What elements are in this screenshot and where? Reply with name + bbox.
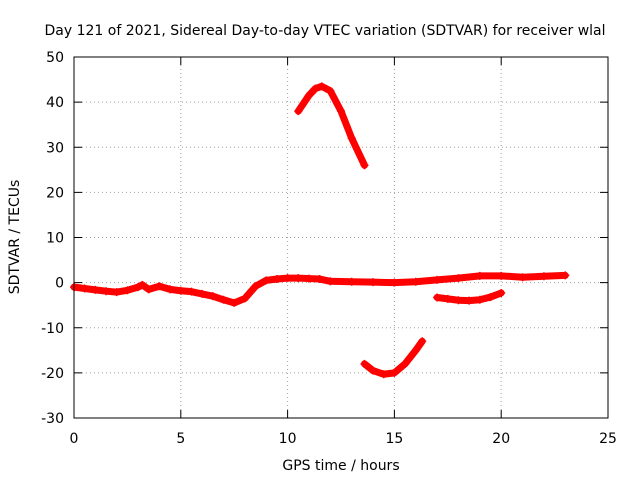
- data-point: [401, 359, 410, 368]
- data-point: [539, 272, 548, 281]
- data-point: [230, 298, 239, 307]
- y-tick-label: 50: [46, 50, 64, 66]
- x-axis-label: GPS time / hours: [282, 458, 399, 474]
- data-point: [518, 273, 527, 282]
- y-tick-label: 40: [46, 95, 64, 111]
- data-point: [144, 285, 153, 294]
- data-point: [187, 287, 196, 296]
- data-point: [369, 366, 378, 375]
- data-point: [418, 337, 427, 346]
- data-point: [433, 275, 442, 284]
- data-point: [123, 286, 132, 295]
- series-main-band: [70, 271, 570, 307]
- y-tick-label: -10: [41, 321, 64, 337]
- data-point: [360, 359, 369, 368]
- data-point: [155, 282, 164, 291]
- y-tick-label: 20: [46, 185, 64, 201]
- y-tick-label: 30: [46, 140, 64, 156]
- data-point: [294, 274, 303, 283]
- plot-frame: [73, 56, 609, 419]
- data-point: [317, 82, 326, 91]
- data-point: [80, 284, 89, 293]
- data-point: [219, 295, 228, 304]
- data-point: [138, 280, 147, 289]
- data-point: [390, 278, 399, 287]
- data-point: [283, 274, 292, 283]
- data-point: [379, 370, 388, 379]
- data-point: [272, 275, 281, 284]
- x-tick-label: 5: [176, 431, 185, 447]
- x-tick-label: 25: [599, 431, 617, 447]
- x-tick-label: 10: [279, 431, 297, 447]
- data-point: [411, 346, 420, 355]
- data-point: [454, 296, 463, 305]
- data-point: [240, 294, 249, 303]
- data-point: [198, 289, 207, 298]
- data-point: [497, 289, 506, 298]
- data-point: [433, 293, 442, 302]
- data-point: [369, 278, 378, 287]
- data-point: [465, 296, 474, 305]
- y-tick-label: 0: [55, 276, 64, 292]
- series-lower-arc: [360, 337, 427, 379]
- data-point: [347, 277, 356, 286]
- data-point: [486, 293, 495, 302]
- data-point: [304, 274, 313, 283]
- data-point: [102, 287, 111, 296]
- data-point: [91, 285, 100, 294]
- data-point: [304, 91, 313, 100]
- series-upper-arc: [294, 82, 369, 170]
- x-tick-label: 20: [492, 431, 510, 447]
- data-point: [347, 134, 356, 143]
- data-point: [337, 107, 345, 116]
- data-point: [166, 285, 175, 294]
- data-point: [262, 276, 271, 285]
- y-tick-label: -30: [41, 411, 64, 427]
- data-point: [315, 275, 324, 284]
- data-point: [454, 274, 463, 283]
- data-point: [475, 295, 484, 304]
- data-point: [112, 288, 121, 297]
- series-lower-segment: [433, 289, 506, 305]
- y-tick-label: -20: [41, 366, 64, 382]
- series-band: [294, 82, 368, 169]
- x-tick-label: 0: [70, 431, 79, 447]
- data-point: [251, 282, 260, 291]
- y-axis-label: SDTVAR / TECUs: [7, 180, 23, 295]
- data-point: [311, 84, 320, 93]
- x-tick-label: 15: [385, 431, 403, 447]
- grid: [74, 57, 608, 418]
- tick-labels: 0 5 10 15 20 25 -30 -20 -10 0 10 20 30 40 50: [41, 50, 617, 447]
- data-point: [294, 107, 303, 116]
- y-tick-label: 10: [46, 231, 64, 247]
- data-point: [390, 368, 399, 377]
- data-point: [326, 86, 335, 95]
- data-point: [326, 277, 335, 286]
- data-point: [134, 283, 143, 292]
- data-point: [443, 294, 452, 303]
- data-point: [208, 292, 217, 301]
- data-point: [360, 161, 369, 170]
- chart-title: Day 121 of 2021, Sidereal Day-to-day VTE…: [44, 23, 605, 39]
- data-point: [561, 271, 570, 280]
- data-point: [475, 271, 484, 280]
- data-point: [176, 286, 185, 295]
- data-point: [497, 271, 506, 280]
- data-point: [411, 277, 420, 286]
- data-series: [70, 82, 570, 379]
